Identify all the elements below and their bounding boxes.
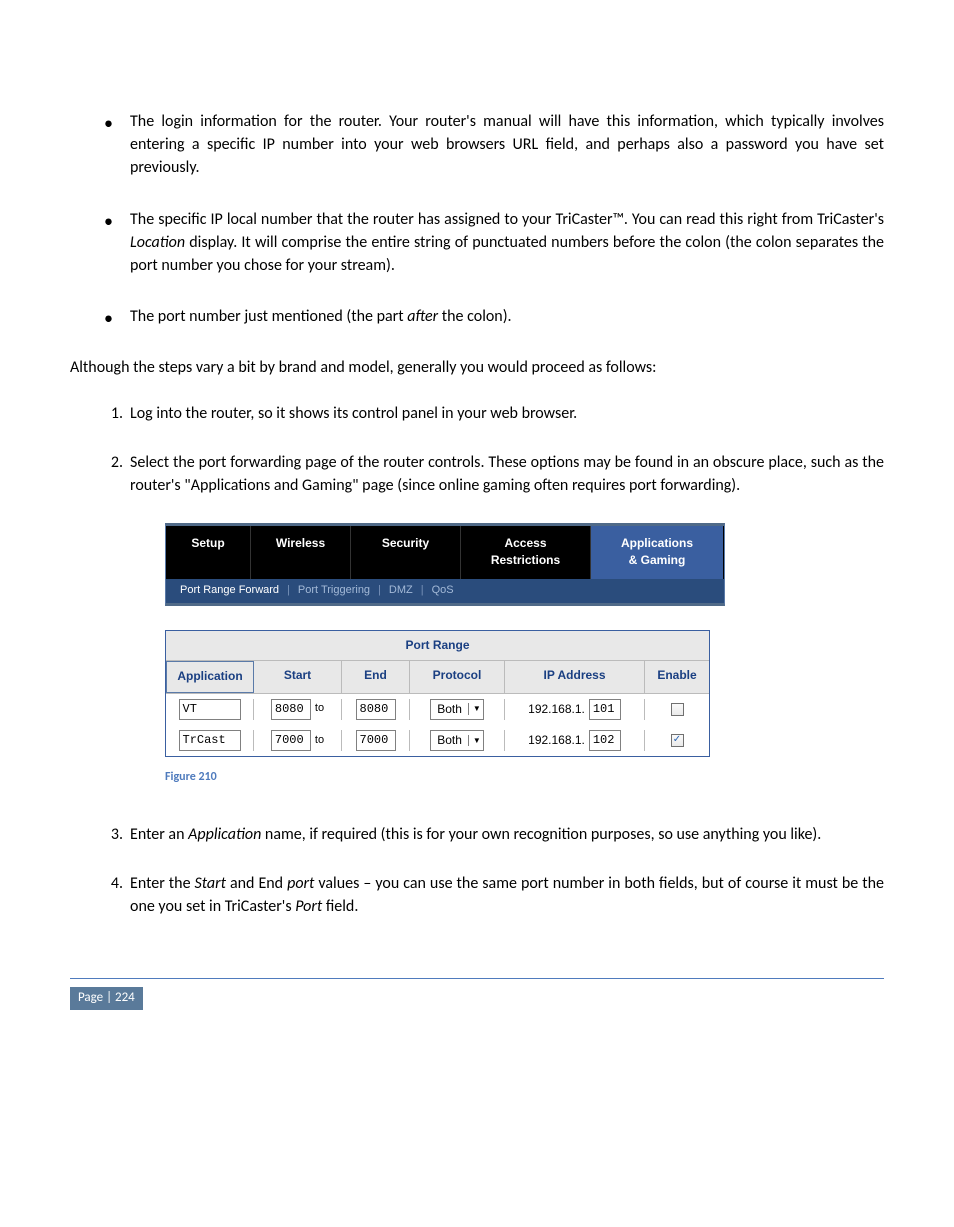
page-number: Page | 224 bbox=[70, 987, 143, 1010]
port-range-table: Port Range Application Start End Protoco… bbox=[165, 630, 710, 758]
bullet-item: The login information for the router. Yo… bbox=[130, 110, 884, 180]
page-footer: Page | 224 bbox=[70, 978, 884, 1010]
header-application: Application bbox=[166, 661, 254, 692]
port-range-row: TrCast7000to7000Both▼192.168.1.102✓ bbox=[166, 725, 709, 756]
router-tab[interactable]: Wireless bbox=[251, 526, 351, 579]
enable-checkbox[interactable]: ✓ bbox=[671, 734, 684, 747]
header-end: End bbox=[342, 661, 410, 692]
header-protocol: Protocol bbox=[410, 661, 505, 692]
header-ip: IP Address bbox=[505, 661, 645, 692]
steps-list-bottom: 3.Enter an Application name, if required… bbox=[70, 823, 884, 919]
chevron-down-icon: ▼ bbox=[468, 735, 481, 747]
port-range-row: VT8080to8080Both▼192.168.1.101 bbox=[166, 694, 709, 725]
steps-list-top: 1.Log into the router, so it shows its c… bbox=[70, 402, 884, 498]
footer-rule bbox=[70, 978, 884, 979]
router-tab[interactable]: AccessRestrictions bbox=[461, 526, 591, 579]
protocol-select[interactable]: Both▼ bbox=[430, 699, 484, 720]
ip-prefix-label: 192.168.1. bbox=[528, 701, 585, 718]
start-port-input[interactable]: 8080 bbox=[271, 699, 311, 720]
intro-bullet-list: The login information for the router. Yo… bbox=[70, 110, 884, 328]
router-subtab[interactable]: QoS bbox=[424, 583, 462, 599]
bullet-item: The port number just mentioned (the part… bbox=[130, 305, 884, 328]
router-tab[interactable]: Applications& Gaming bbox=[591, 526, 723, 579]
figure-caption: Figure 210 bbox=[165, 769, 884, 786]
ip-last-octet-input[interactable]: 101 bbox=[589, 699, 621, 720]
bullet-item: The specific IP local number that the ro… bbox=[130, 208, 884, 278]
port-range-title: Port Range bbox=[166, 631, 709, 661]
enable-checkbox[interactable] bbox=[671, 703, 684, 716]
application-input[interactable]: TrCast bbox=[179, 730, 241, 751]
to-label: to bbox=[315, 701, 324, 717]
end-port-input[interactable]: 7000 bbox=[356, 730, 396, 751]
router-nav-subtabs: Port Range Forward | Port Triggering | D… bbox=[166, 579, 724, 603]
paragraph: Although the steps vary a bit by brand a… bbox=[70, 356, 884, 379]
step-item: 3.Enter an Application name, if required… bbox=[130, 823, 884, 846]
router-subtab[interactable]: Port Triggering bbox=[290, 583, 378, 599]
port-range-header-row: Application Start End Protocol IP Addres… bbox=[166, 661, 709, 693]
header-start: Start bbox=[254, 661, 342, 692]
router-nav-tabs: SetupWirelessSecurityAccessRestrictionsA… bbox=[166, 526, 724, 579]
start-port-input[interactable]: 7000 bbox=[271, 730, 311, 751]
step-item: 1.Log into the router, so it shows its c… bbox=[130, 402, 884, 425]
router-subtab[interactable]: DMZ bbox=[381, 583, 421, 599]
application-input[interactable]: VT bbox=[179, 699, 241, 720]
step-item: 4. Enter the Start and End port values –… bbox=[130, 872, 884, 918]
protocol-select[interactable]: Both▼ bbox=[430, 730, 484, 751]
step-item: 2.Select the port forwarding page of the… bbox=[130, 451, 884, 497]
router-tab[interactable]: Setup bbox=[166, 526, 251, 579]
router-nav-screenshot: SetupWirelessSecurityAccessRestrictionsA… bbox=[165, 523, 725, 606]
ip-prefix-label: 192.168.1. bbox=[528, 732, 585, 749]
router-subtab[interactable]: Port Range Forward bbox=[172, 583, 287, 599]
ip-last-octet-input[interactable]: 102 bbox=[589, 730, 621, 751]
chevron-down-icon: ▼ bbox=[468, 703, 481, 715]
to-label: to bbox=[315, 733, 324, 749]
header-enable: Enable bbox=[645, 661, 709, 692]
end-port-input[interactable]: 8080 bbox=[356, 699, 396, 720]
router-tab[interactable]: Security bbox=[351, 526, 461, 579]
